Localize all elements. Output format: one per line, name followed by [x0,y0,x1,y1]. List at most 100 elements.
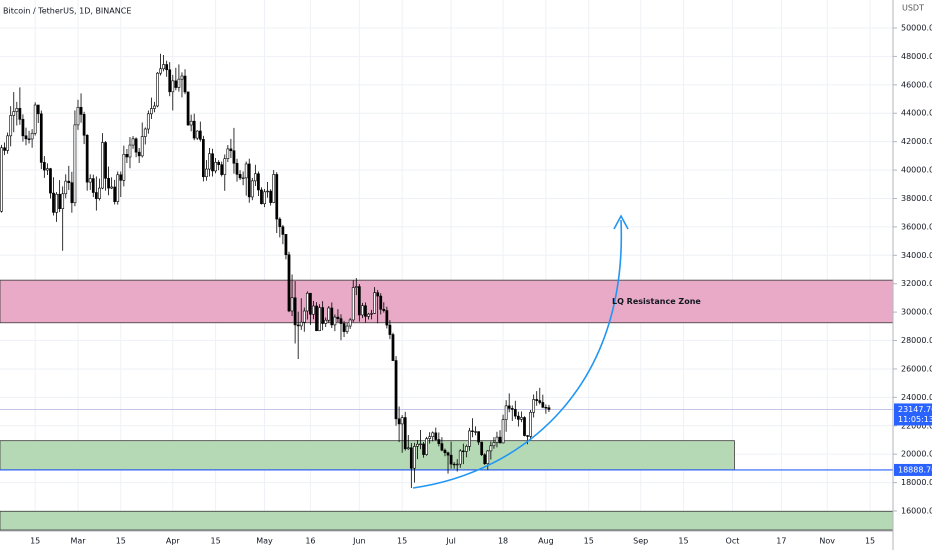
candle-body [12,111,16,116]
candle-body [520,417,523,420]
candle-body [107,178,110,189]
candle-body [220,164,224,175]
candle-body [171,80,175,93]
candle-body [413,446,416,469]
candle-body [162,64,165,70]
candle-body [373,292,377,314]
candle-body [397,418,401,425]
candle-body [376,292,380,297]
candle-body [324,319,328,324]
candle-body [526,435,529,437]
candle-body [532,399,536,413]
candle-body [361,305,364,316]
zone [0,279,894,324]
y-unit: USDT [902,4,924,13]
y-tick-label: 48000.00 [901,52,932,61]
candle-body [296,324,300,327]
candle-body [290,297,294,312]
candle-body [79,106,83,115]
candle-body [55,193,58,213]
candle-body [70,182,74,204]
candle-body [253,173,257,182]
candle-body [416,443,419,447]
candle-body [168,69,172,93]
candle-body [214,161,217,172]
candle-body [250,180,254,198]
x-tick-label: 15 [30,537,40,546]
candle-body [400,417,404,425]
candle-body [468,430,471,447]
x-tick-label: Mar [70,537,86,546]
y-tick-label: 24000.00 [901,393,932,402]
candle-body [6,135,10,151]
candle-body [465,446,468,452]
candle-body [263,191,266,205]
y-tick-label: 32000.00 [901,279,932,288]
candle-body [76,106,80,126]
candle-body [498,436,502,444]
candle-body [293,297,297,326]
y-tick-label: 28000.00 [901,336,932,345]
candle-body [535,399,539,401]
candle-body [101,142,104,189]
x-tick-label: Apr [166,537,181,546]
candle-body [495,436,499,443]
candle-body [244,163,248,179]
candle-body [437,439,441,444]
candle-body [342,323,346,332]
candle-body [156,72,159,107]
background-layer [0,0,894,531]
candle-body [30,132,34,140]
x-tick-label: 15 [397,537,407,546]
candle-body [39,113,43,163]
candle-body [235,162,239,175]
candle-body [183,75,187,93]
candle-body [189,120,193,126]
candle-body [195,130,199,139]
candle-body [315,305,318,332]
x-tick-label: 18 [498,537,508,546]
candle-body [165,64,169,71]
candle-body [180,75,184,80]
candle-body [419,443,422,446]
candle-body [275,174,279,220]
candle-body [94,192,98,199]
candle-body [461,450,465,453]
candle-body [385,310,389,326]
candle-body [177,78,181,88]
x-tick-label: 15 [211,537,221,546]
candle-body [312,305,315,315]
candle-body [471,430,474,432]
y-tick-label: 30000.00 [901,308,932,317]
y-tick-label: 26000.00 [901,364,932,373]
candle-body [24,135,28,140]
y-tick-label: 22000.00 [901,421,932,430]
candle-body [27,138,31,140]
y-tick-label: 16000.00 [901,506,932,515]
candle-body [260,189,263,205]
y-tick-label: 46000.00 [901,80,932,89]
candle-body [351,287,355,321]
candle-body [232,150,236,164]
candle-body [272,174,276,203]
level-label: 18888.76 [898,465,932,474]
y-tick-label: 40000.00 [901,166,932,175]
candle-body [3,147,6,151]
candle-body [440,443,444,451]
candle-body [134,138,138,153]
candle-body [125,153,129,158]
candle-body [455,463,459,466]
candle-body [489,445,493,452]
x-tick-label: 16 [305,537,315,546]
y-tick-label: 18000.00 [901,478,932,487]
x-tick-label: May [256,537,273,546]
candle-body [64,180,68,195]
candle-body [339,318,343,324]
candle-body [516,415,520,420]
candle-body [128,144,132,158]
candle-body [278,218,282,228]
candle-body [269,190,273,203]
candle-body [113,186,117,202]
